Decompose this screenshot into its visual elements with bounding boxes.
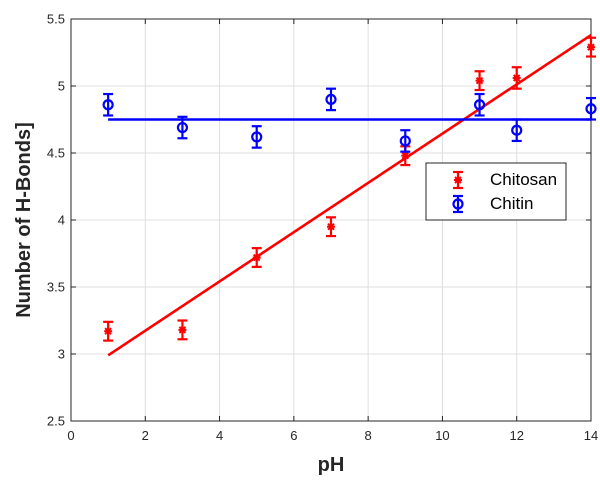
data-point-chitin (176, 121, 189, 134)
y-tick-label: 4.5 (47, 146, 65, 161)
x-tick-label: 8 (365, 428, 372, 443)
legend-label-chitin: Chitin (490, 194, 533, 213)
legend-marker (454, 176, 462, 184)
x-tick-label: 12 (509, 428, 523, 443)
series-chitosan (103, 33, 596, 357)
ticks: 0 2 4 6 8 10 12 14 2.5 3 3.5 4 4.5 5 5.5 (47, 12, 598, 444)
y-tick-label: 5 (58, 79, 65, 94)
data-point-chitosan (401, 151, 409, 160)
legend-label-chitosan: Chitosan (490, 170, 557, 189)
legend-marker (452, 198, 464, 210)
series-layer (102, 33, 597, 357)
fit-line-chitosan (107, 33, 592, 357)
data-point-chitin (102, 99, 114, 111)
data-point-chitosan (178, 326, 187, 334)
data-point-chitin (585, 103, 597, 115)
y-tick-label: 2.5 (47, 414, 65, 429)
data-point-chitosan (475, 76, 484, 85)
data-point-chitin (473, 99, 486, 111)
data-point-chitosan (327, 222, 335, 231)
legend-icon-chitin (452, 194, 464, 214)
data-point-chitosan (253, 253, 261, 262)
data-point-chitosan (104, 327, 112, 335)
legend: Chitosan Chitin (425, 162, 567, 221)
x-tick-label: 10 (435, 428, 449, 443)
x-axis-label: pH (318, 454, 345, 476)
x-tick-label: 4 (216, 428, 223, 443)
series-chitin (102, 87, 597, 153)
y-tick-label: 3 (58, 347, 65, 362)
y-axis-label: Number of H-Bonds] (13, 122, 35, 318)
legend-icon-chitosan (453, 170, 463, 190)
y-tick-label: 4 (58, 213, 65, 228)
data-point-chitin (325, 93, 337, 106)
x-tick-label: 0 (67, 428, 74, 443)
data-point-chitin (511, 124, 523, 136)
x-tick-label: 2 (142, 428, 149, 443)
x-tick-label: 6 (290, 428, 297, 443)
y-tick-label: 3.5 (47, 280, 65, 295)
data-point-chitosan (513, 74, 521, 82)
legend-box (425, 162, 567, 221)
x-tick-label: 14 (584, 428, 598, 443)
data-point-chitosan (587, 43, 595, 51)
data-point-chitin (399, 135, 411, 147)
data-point-chitin (251, 131, 263, 143)
y-tick-label: 5.5 (47, 12, 65, 27)
